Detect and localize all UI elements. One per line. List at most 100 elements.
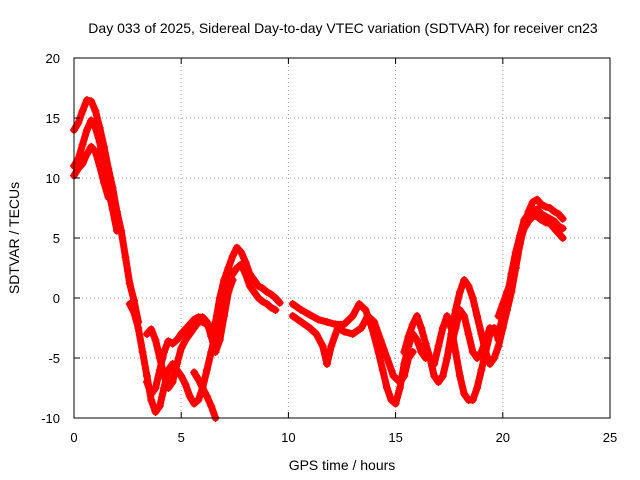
data-point [185,392,194,401]
data-point [327,342,336,350]
data-point [413,312,421,320]
x-axis-label: GPS time / hours [289,457,396,473]
data-point [550,217,559,226]
data-point [288,300,297,308]
data-point [78,140,87,149]
data-point [78,106,87,115]
data-point [91,106,100,115]
data-point [468,294,477,302]
data-point [198,384,207,392]
data-point [558,234,567,242]
data-point [160,348,168,356]
data-point [168,378,177,386]
data-point [138,348,147,356]
data-point [546,214,554,223]
data-point [237,248,246,257]
x-tick-label: 20 [496,430,510,445]
data-point [305,310,314,319]
grid [74,58,610,418]
axis-ticks: 0 5 10 15 20 25 -10 -5 0 5 10 15 20 [41,51,617,445]
data-point [485,324,494,332]
data-point [250,288,259,296]
data-point [537,200,546,209]
data-point [507,276,516,284]
data-point [168,339,177,348]
y-tick-label: 5 [53,231,60,246]
data-point [87,142,96,151]
data-point [228,276,237,284]
data-point [318,342,327,350]
data-point [451,324,460,332]
data-point [190,368,199,377]
data-point [82,96,91,104]
x-tick-label: 0 [70,430,77,445]
data-point [490,354,499,362]
data-point [250,276,259,284]
data-point [258,297,267,306]
data-point [82,150,91,158]
data-point [177,344,186,353]
chart-title: Day 033 of 2025, Sidereal Day-to-day VTE… [88,20,598,36]
data-point [267,290,276,299]
data-point [245,282,254,290]
data-point [408,348,417,356]
data-point [404,354,413,362]
data-point [494,312,503,320]
data-point [494,330,503,338]
data-point [443,354,452,362]
data-point [211,318,220,326]
data-point [312,330,321,338]
data-point [511,248,520,257]
series-track-i [288,312,417,386]
series-line [70,96,142,326]
data-point [155,402,164,410]
y-tick-label: 10 [46,171,60,186]
data-point [537,210,546,218]
data-point [348,330,357,338]
data-point [155,366,164,374]
x-tick-label: 15 [388,430,402,445]
data-point [194,375,203,384]
data-point [340,320,349,329]
data-point [400,372,409,380]
data-point [455,306,464,314]
data-point [185,330,194,338]
series-track-f [142,276,237,398]
data-point [147,325,156,334]
data-point [481,336,490,344]
data-point [130,308,138,317]
data-point [254,282,263,290]
data-point [541,202,550,211]
data-point [207,402,216,410]
data-point [258,284,267,293]
data-point [172,360,181,368]
data-point [151,336,160,344]
data-point [95,138,104,146]
data-point [464,330,473,338]
data-point [404,332,413,341]
data-point [220,312,229,320]
data-point [100,178,108,187]
data-point [172,336,181,344]
data-point [413,336,421,344]
data-point [438,324,447,332]
data-point [333,324,342,332]
data-point [91,123,100,132]
data-point [443,312,452,320]
data-point [142,330,151,338]
data-point [550,207,559,216]
data-point [215,294,224,302]
data-point [82,126,91,134]
data-point [516,231,524,240]
data-point [267,303,276,312]
data-point [460,276,469,284]
data-point [357,324,366,332]
data-point [490,327,499,336]
data-point [498,300,507,308]
data-point [355,300,364,308]
data-point [78,159,87,168]
data-point [207,332,216,341]
data-point [391,399,400,408]
data-point [202,392,211,401]
data-point [241,270,250,278]
